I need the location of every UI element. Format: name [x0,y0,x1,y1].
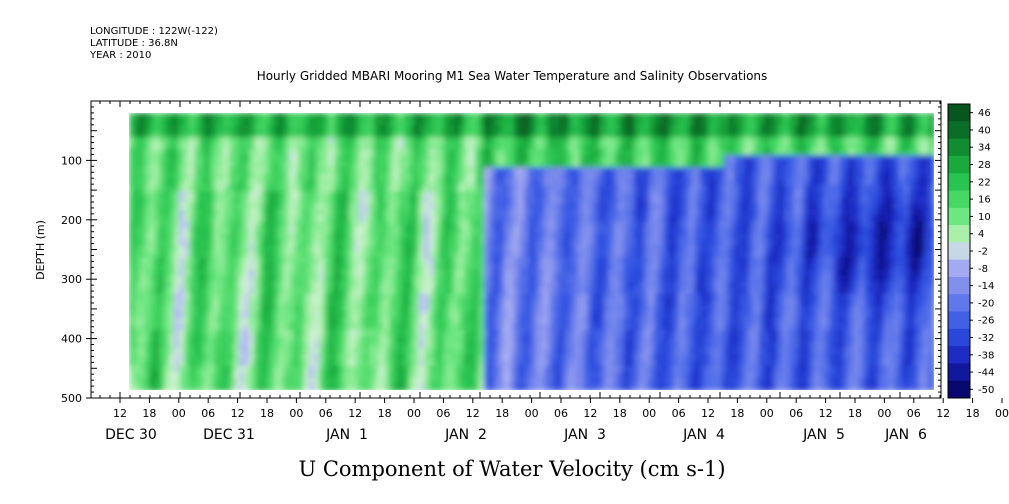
x-hour-label: 06 [907,407,921,420]
x-hour-label: 18 [260,407,274,420]
colorbar-label: -14 [978,281,994,292]
x-date-label: DEC 30 [105,427,157,443]
x-hour-label: 18 [730,407,744,420]
x-hour-label: 00 [642,407,656,420]
x-hour-label: 12 [936,407,950,420]
colorbar-label: -2 [978,247,988,258]
x-date-label: JAN 4 [682,427,725,443]
colorbar-band [948,346,970,364]
year-label: YEAR : 2010 [89,50,151,61]
x-hour-label: 18 [142,407,156,420]
x-hour-label: 12 [701,407,715,420]
y-tick-label: 300 [61,273,82,286]
colorbar-label: -38 [978,350,994,361]
y-axis-label: DEPTH (m) [34,220,47,280]
y-axis: 100 200 300 400 500 [61,154,91,405]
colorbar-band [948,363,970,382]
x-date-label: JAN 1 [325,427,368,443]
colorbar: 46 40 34 28 22 16 10 4 -2 -8 -14 -20 -26 -32 -38 -44 -50 [947,103,994,399]
x-hour-label: 06 [201,407,215,420]
colorbar-label: -26 [978,316,994,327]
x-hour-label: 12 [348,407,362,420]
x-hour-label: 12 [113,407,127,420]
longitude-label: LONGITUDE : 122W(-122) [90,26,218,37]
x-hour-label: 00 [172,407,186,420]
colorbar-frame [947,103,971,399]
x-axis-label: U Component of Water Velocity (cm s-1) [298,457,725,481]
colorbar-label: -44 [978,368,994,379]
colorbar-band [948,276,970,295]
colorbar-band [948,190,970,209]
x-hour-label: 06 [319,407,333,420]
colorbar-band [948,380,970,399]
x-hour-label: 00 [407,407,421,420]
y-tick-label: 400 [61,333,82,346]
y-tick-label: 200 [61,214,82,227]
x-date-label: JAN 6 [884,427,927,443]
colorbar-band [948,138,970,157]
x-axis: 12 18 00 06 12 18 00 06 12 18 00 06 12 18 00 06 12 18 00 06… [105,398,1009,443]
x-hour-label: 18 [613,407,627,420]
colorbar-label: 22 [978,177,991,188]
x-hour-label: 12 [231,407,245,420]
colorbar-band [948,155,970,174]
colorbar-label: 34 [978,143,991,154]
colorbar-band [948,225,970,243]
x-date-label: JAN 3 [563,427,606,443]
colorbar-label: 10 [978,212,991,223]
chart-title: Hourly Gridded MBARI Mooring M1 Sea Wate… [257,69,768,83]
colorbar-label: 4 [978,229,984,240]
colorbar-label: 28 [978,160,991,171]
x-date-label: JAN 5 [802,427,845,443]
x-hour-label: 00 [525,407,539,420]
colorbar-label: 16 [978,195,991,206]
y-tick-label: 500 [61,392,82,405]
x-hour-label: 06 [436,407,450,420]
heatmap-field [129,113,934,390]
x-hour-label: 06 [672,407,686,420]
x-hour-label: 00 [877,407,891,420]
x-hour-label: 00 [760,407,774,420]
y-tick-label: 100 [61,154,82,167]
x-hour-label: 12 [583,407,597,420]
frame-ticks [91,100,941,399]
colorbar-band [948,259,970,278]
x-date-label: DEC 31 [203,427,255,443]
colorbar-band [948,173,970,191]
colorbar-band [948,242,970,261]
latitude-label: LATITUDE : 36.8N [90,38,178,49]
x-hour-label: 06 [789,407,803,420]
colorbar-label: -8 [978,264,988,275]
colorbar-band [948,104,970,122]
x-hour-label: 18 [378,407,392,420]
colorbar-label: 46 [978,108,991,119]
colorbar-band [948,121,970,140]
colorbar-band [948,294,970,313]
x-hour-label: 12 [466,407,480,420]
colorbar-label: -50 [978,385,994,396]
x-hour-label: 06 [554,407,568,420]
colorbar-band [948,328,970,347]
colorbar-band [948,311,970,330]
colorbar-label: -32 [978,333,994,344]
colorbar-label: 40 [978,125,991,136]
x-hour-label: 00 [289,407,303,420]
colorbar-band [948,207,970,226]
x-hour-label: 12 [819,407,833,420]
x-date-label: JAN 2 [444,427,487,443]
x-hour-label: 00 [995,407,1009,420]
x-hour-label: 18 [966,407,980,420]
colorbar-label: -20 [978,298,994,309]
x-hour-label: 18 [848,407,862,420]
x-hour-label: 18 [495,407,509,420]
